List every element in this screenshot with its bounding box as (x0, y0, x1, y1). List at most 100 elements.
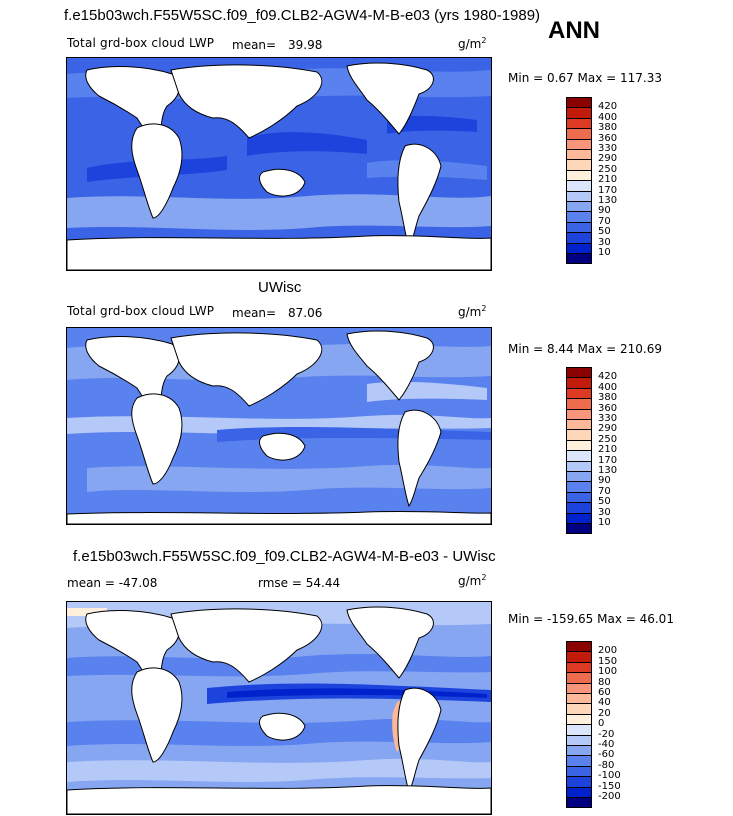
colorbar-swatch (566, 703, 592, 715)
colorbar-tick-label: -80 (598, 759, 615, 771)
colorbar-tick-label: 330 (598, 413, 618, 424)
colorbar-swatch (566, 138, 592, 150)
colorbar-swatch (566, 755, 592, 767)
colorbar-tick-label: 100 (598, 666, 618, 678)
colorbar-swatch (566, 672, 592, 684)
colorbar-swatch (566, 491, 592, 504)
colorbar-tick-label: 130 (598, 465, 618, 476)
colorbar-tick-label: 250 (598, 163, 618, 175)
colorbar-swatch (566, 724, 592, 736)
colorbar-swatch (566, 180, 592, 192)
panel2-minmax: Min = 8.44 Max = 210.69 (508, 342, 662, 356)
colorbar-tick-label: -40 (598, 739, 615, 750)
colorbar-tick-label: 210 (598, 444, 618, 456)
panel1-mean-value: 39.98 (288, 38, 323, 52)
colorbar-swatch (566, 97, 592, 109)
colorbar-swatch (566, 190, 592, 202)
panel1-variable-label: Total grd-box cloud LWP (67, 36, 215, 50)
colorbar-swatch (566, 765, 592, 778)
colorbar-tick-label: 170 (598, 184, 618, 196)
colorbar-swatch (566, 471, 592, 483)
colorbar-tick-label: 10 (598, 247, 611, 258)
colorbar-swatch (566, 502, 592, 514)
colorbar-swatch (566, 128, 592, 140)
colorbar-tick-label: 360 (598, 402, 618, 414)
panel2-units: g/m2 (458, 304, 487, 319)
colorbar-tick-label: 0 (598, 718, 605, 730)
colorbar-tick-label: 290 (598, 423, 618, 435)
colorbar-tick-label: 80 (598, 676, 611, 688)
colorbar-tick-label: 420 (598, 371, 618, 383)
panel3-minmax: Min = -159.65 Max = 46.01 (508, 612, 674, 626)
colorbar-tick-label: 50 (598, 226, 611, 238)
colorbar-tick-label: 10 (598, 517, 611, 528)
colorbar-swatch (566, 693, 592, 705)
panel2-variable-label: Total grd-box cloud LWP (67, 304, 215, 318)
colorbar-tick-label: 90 (598, 475, 611, 487)
case-title: f.e15b03wch.F55W5SC.f09_f09.CLB2-AGW4-M-… (64, 7, 541, 24)
colorbar-swatch (566, 419, 592, 431)
panel3-units: g/m2 (458, 573, 487, 588)
colorbar-swatch (566, 149, 592, 161)
colorbar-swatch (566, 641, 592, 653)
colorbar-tick-label: 210 (598, 174, 618, 186)
colorbar-tick-label: 30 (598, 506, 611, 518)
colorbar-swatch (566, 797, 592, 809)
colorbar-tick-label: 420 (598, 101, 618, 113)
colorbar-swatch (566, 651, 592, 663)
panel3-subtitle: f.e15b03wch.F55W5SC.f09_f09.CLB2-AGW4-M-… (73, 548, 496, 565)
colorbar-swatch (566, 786, 592, 798)
season-label: ANN (548, 17, 600, 44)
colorbar-tick-label: 380 (598, 392, 618, 404)
panel2-mean-label: mean= (232, 306, 277, 320)
colorbar-tick-label: 170 (598, 454, 618, 466)
colorbar-swatch (566, 512, 592, 524)
panel2-mean-value: 87.06 (288, 306, 323, 320)
panel2-subtitle: UWisc (258, 279, 302, 296)
colorbar-swatch (566, 439, 592, 452)
colorbar-swatch (566, 232, 592, 244)
colorbar-swatch (566, 450, 592, 462)
colorbar-tick-label: -60 (598, 749, 615, 761)
colorbar-tick-label: 400 (598, 111, 618, 123)
colorbar-tick-label: -150 (598, 780, 621, 792)
colorbar-swatch (566, 661, 592, 674)
colorbar-swatch (566, 734, 592, 746)
panel1-map (66, 57, 492, 271)
colorbar-tick-label: 70 (598, 485, 611, 497)
colorbar-tick-label: 50 (598, 496, 611, 508)
colorbar-swatch (566, 408, 592, 420)
colorbar-swatch (566, 107, 592, 119)
panel1-mean-label: mean= (232, 38, 277, 52)
colorbar-tick-label: 20 (598, 707, 611, 719)
colorbar-tick-label: 330 (598, 143, 618, 154)
panel1-colorbar: 10 30 50 70 90 130 170 210 250 290 330 360 380 400 420 (566, 97, 626, 267)
colorbar-tick-label: 60 (598, 687, 611, 698)
panel3-rmse: rmse = 54.44 (258, 576, 341, 590)
colorbar-swatch (566, 253, 592, 265)
colorbar-tick-label: 130 (598, 195, 618, 206)
colorbar-tick-label: 30 (598, 236, 611, 248)
colorbar-tick-label: -200 (598, 791, 621, 802)
colorbar-tick-label: 250 (598, 433, 618, 445)
colorbar-swatch (566, 367, 592, 379)
colorbar-swatch (566, 776, 592, 788)
colorbar-swatch (566, 523, 592, 535)
colorbar-swatch (566, 429, 592, 441)
colorbar-swatch (566, 481, 592, 493)
panel2-map (66, 327, 492, 525)
colorbar-swatch (566, 682, 592, 694)
colorbar-tick-label: -100 (598, 770, 621, 782)
colorbar-swatch (566, 221, 592, 234)
colorbar-tick-label: 70 (598, 215, 611, 227)
colorbar-tick-label: 360 (598, 132, 618, 144)
colorbar-tick-label: 400 (598, 381, 618, 393)
colorbar-tick-label: 40 (598, 697, 611, 709)
colorbar-tick-label: 380 (598, 122, 618, 134)
colorbar-tick-label: -20 (598, 728, 615, 740)
panel3-mean: mean = -47.08 (67, 576, 158, 590)
colorbar-tick-label: 290 (598, 153, 618, 165)
colorbar-tick-label: 150 (598, 655, 618, 667)
colorbar-swatch (566, 201, 592, 213)
colorbar-swatch (566, 159, 592, 171)
